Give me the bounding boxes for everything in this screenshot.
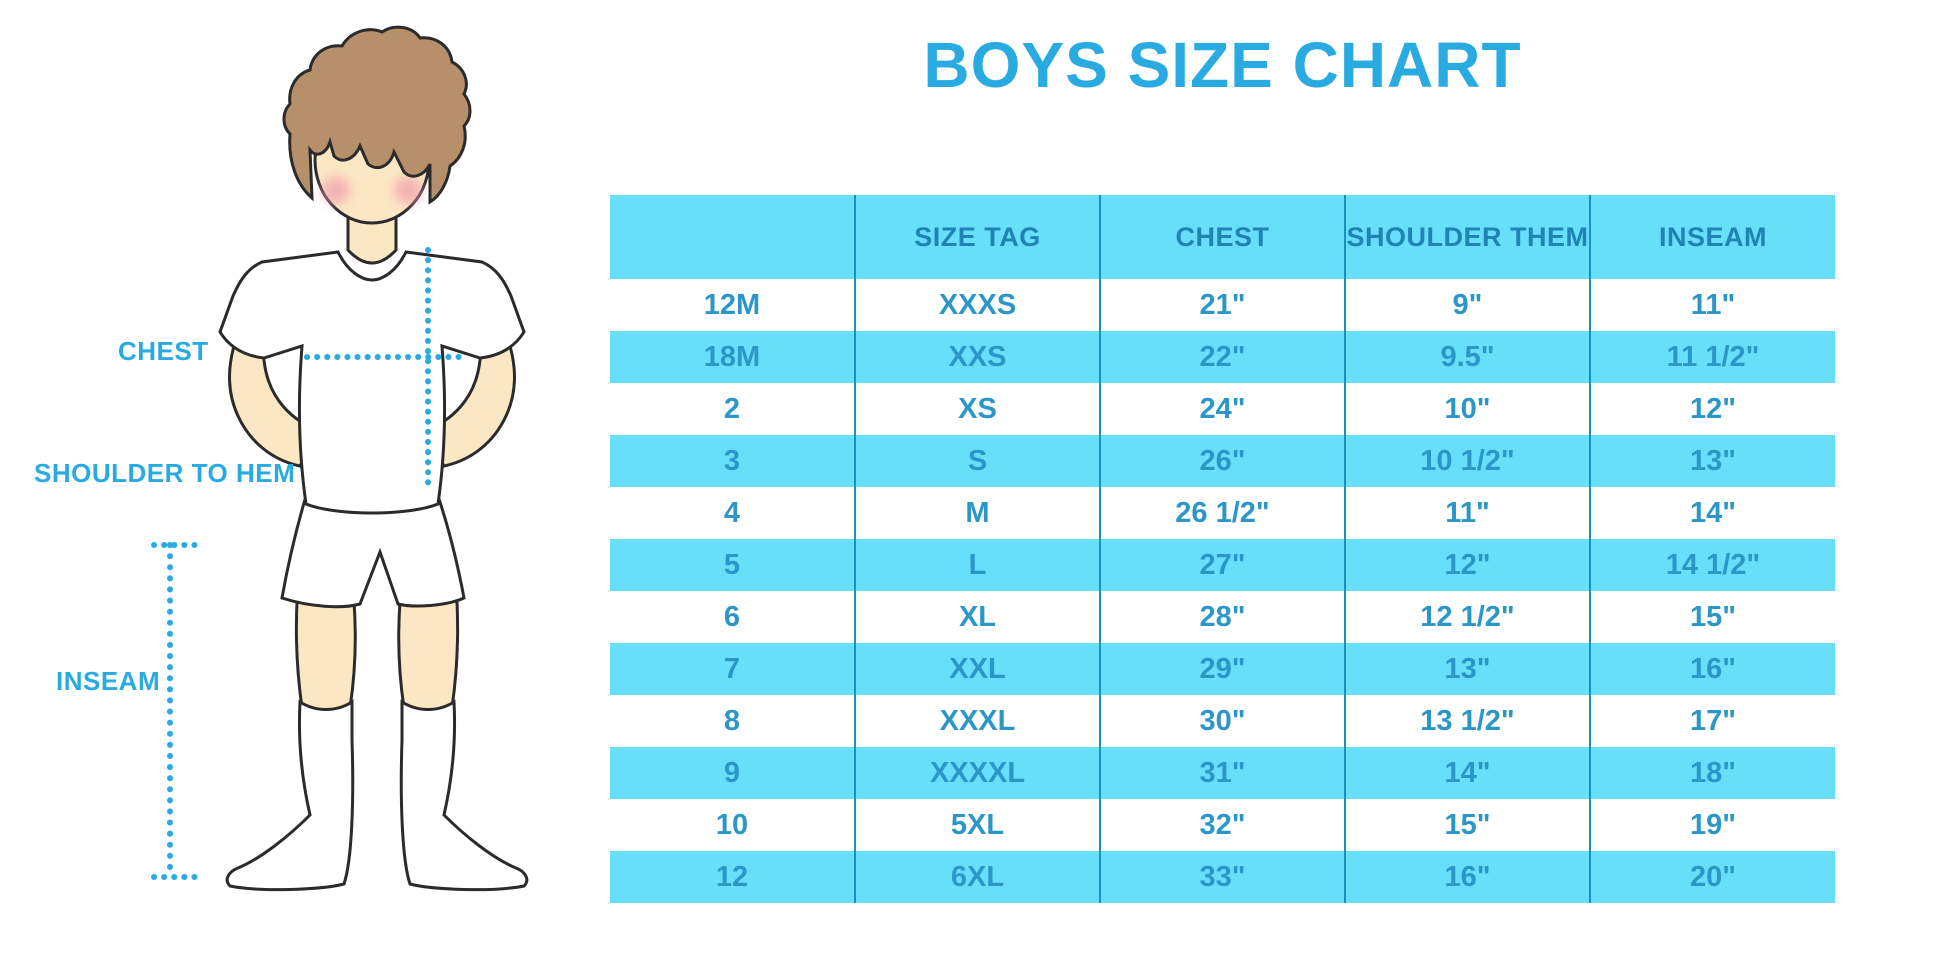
header-size-tag: SIZE TAG xyxy=(854,195,1100,279)
value-cell: 10 1/2" xyxy=(1344,435,1590,487)
left-sock-shape xyxy=(225,699,355,892)
boy-illustration xyxy=(151,25,529,892)
right-cheek-shape xyxy=(394,176,422,204)
size-cell: 10 xyxy=(610,799,855,851)
table-row: 7 XXL 29" 13" 16" xyxy=(610,643,1835,695)
value-cell: 29" xyxy=(1099,643,1345,695)
size-cell: 6 xyxy=(610,591,855,643)
value-cell: XXXS xyxy=(854,279,1100,331)
table-row: 6 XL 28" 12 1/2" 15" xyxy=(610,591,1835,643)
value-cell: 13" xyxy=(1344,643,1590,695)
hair-shape xyxy=(282,25,472,205)
value-cell: 18" xyxy=(1589,747,1835,799)
value-cell: XL xyxy=(854,591,1100,643)
size-cell: 7 xyxy=(610,643,855,695)
value-cell: 28" xyxy=(1099,591,1345,643)
inseam-label: INSEAM xyxy=(56,666,161,696)
size-cell: 9 xyxy=(610,747,855,799)
value-cell: 9" xyxy=(1344,279,1590,331)
value-cell: 11" xyxy=(1344,487,1590,539)
value-cell: 12 1/2" xyxy=(1344,591,1590,643)
value-cell: 5XL xyxy=(854,799,1100,851)
table-row: 9 XXXXL 31" 14" 18" xyxy=(610,747,1835,799)
value-cell: 16" xyxy=(1344,851,1590,903)
table-row: 10 5XL 32" 15" 19" xyxy=(610,799,1835,851)
size-table: SIZE TAG CHEST SHOULDER THEM INSEAM 12M X… xyxy=(610,195,1835,903)
value-cell: 32" xyxy=(1099,799,1345,851)
size-table-header: SIZE TAG CHEST SHOULDER THEM INSEAM xyxy=(610,195,1835,279)
size-table-wrap: SIZE TAG CHEST SHOULDER THEM INSEAM 12M X… xyxy=(610,195,1835,903)
value-cell: XXS xyxy=(854,331,1100,383)
value-cell: 14" xyxy=(1589,487,1835,539)
value-cell: 24" xyxy=(1099,383,1345,435)
value-cell: 15" xyxy=(1344,799,1590,851)
table-row: 18M XXS 22" 9.5" 11 1/2" xyxy=(610,331,1835,383)
value-cell: XS xyxy=(854,383,1100,435)
value-cell: 30" xyxy=(1099,695,1345,747)
size-cell: 4 xyxy=(610,487,855,539)
left-cheek-shape xyxy=(322,176,350,204)
right-sock-shape xyxy=(399,699,529,892)
size-cell: 8 xyxy=(610,695,855,747)
chest-label: CHEST xyxy=(118,336,209,366)
value-cell: 11" xyxy=(1589,279,1835,331)
value-cell: 22" xyxy=(1099,331,1345,383)
value-cell: XXL xyxy=(854,643,1100,695)
value-cell: 14 1/2" xyxy=(1589,539,1835,591)
value-cell: 33" xyxy=(1099,851,1345,903)
header-inseam: INSEAM xyxy=(1589,195,1835,279)
figure-area: CHEST SHOULDER TO HEM INSEAM xyxy=(0,0,560,973)
value-cell: 13 1/2" xyxy=(1344,695,1590,747)
table-row: 2 XS 24" 10" 12" xyxy=(610,383,1835,435)
value-cell: 19" xyxy=(1589,799,1835,851)
table-row: 3 S 26" 10 1/2" 13" xyxy=(610,435,1835,487)
size-cell: 12M xyxy=(610,279,855,331)
shorts-shape xyxy=(280,494,466,609)
tshirt-shape xyxy=(218,250,526,515)
page-title: BOYS SIZE CHART xyxy=(923,29,1522,101)
size-cell: 2 xyxy=(610,383,855,435)
value-cell: 11 1/2" xyxy=(1589,331,1835,383)
table-row: 12 6XL 33" 16" 20" xyxy=(610,851,1835,903)
size-cell: 12 xyxy=(610,851,855,903)
value-cell: 9.5" xyxy=(1344,331,1590,383)
size-cell: 5 xyxy=(610,539,855,591)
header-row: SIZE TAG CHEST SHOULDER THEM INSEAM xyxy=(610,195,1835,279)
value-cell: S xyxy=(854,435,1100,487)
value-cell: 10" xyxy=(1344,383,1590,435)
shoulder-to-hem-label: SHOULDER TO HEM xyxy=(34,458,296,488)
table-row: 4 M 26 1/2" 11" 14" xyxy=(610,487,1835,539)
value-cell: 20" xyxy=(1589,851,1835,903)
value-cell: M xyxy=(854,487,1100,539)
value-cell: 15" xyxy=(1589,591,1835,643)
value-cell: 26 1/2" xyxy=(1099,487,1345,539)
table-row: 5 L 27" 12" 14 1/2" xyxy=(610,539,1835,591)
value-cell: L xyxy=(854,539,1100,591)
value-cell: 16" xyxy=(1589,643,1835,695)
value-cell: 6XL xyxy=(854,851,1100,903)
header-shoulder: SHOULDER THEM xyxy=(1344,195,1590,279)
value-cell: 26" xyxy=(1099,435,1345,487)
header-size xyxy=(610,195,855,279)
size-table-body: 12M XXXS 21" 9" 11" 18M XXS 22" 9.5" 11 1/2" 2 XS 24… xyxy=(610,279,1835,903)
value-cell: XXXL xyxy=(854,695,1100,747)
table-row: 12M XXXS 21" 9" 11" xyxy=(610,279,1835,331)
value-cell: 14" xyxy=(1344,747,1590,799)
value-cell: 13" xyxy=(1589,435,1835,487)
header-chest: CHEST xyxy=(1099,195,1345,279)
value-cell: 17" xyxy=(1589,695,1835,747)
value-cell: 27" xyxy=(1099,539,1345,591)
value-cell: 12" xyxy=(1589,383,1835,435)
size-cell: 18M xyxy=(610,331,855,383)
value-cell: 21" xyxy=(1099,279,1345,331)
value-cell: 31" xyxy=(1099,747,1345,799)
table-row: 8 XXXL 30" 13 1/2" 17" xyxy=(610,695,1835,747)
size-cell: 3 xyxy=(610,435,855,487)
value-cell: XXXXL xyxy=(854,747,1100,799)
value-cell: 12" xyxy=(1344,539,1590,591)
